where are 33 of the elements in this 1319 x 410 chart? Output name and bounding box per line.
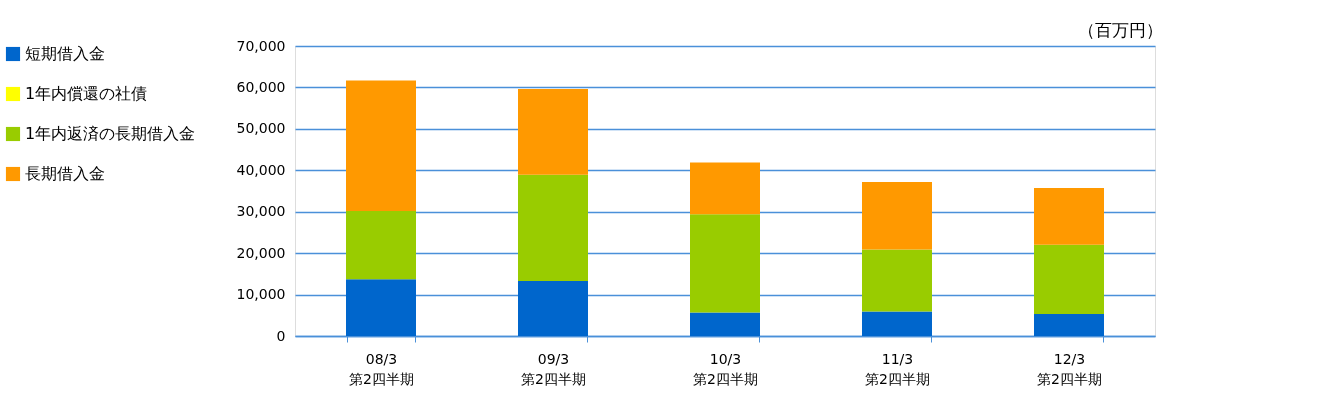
y-tick-label: 70,000 xyxy=(236,37,286,54)
bar xyxy=(862,249,932,312)
y-tick-label: 0 xyxy=(276,327,286,344)
x-tick-label: 09/3 第2四半期 xyxy=(521,350,586,387)
y-tick-label: 60,000 xyxy=(236,78,286,95)
bar xyxy=(518,89,588,175)
legend-label: 短期借入金 xyxy=(25,44,105,63)
bar xyxy=(690,312,760,336)
bar xyxy=(690,162,760,215)
bar xyxy=(518,280,588,336)
bar xyxy=(862,311,932,336)
bar xyxy=(346,210,416,280)
bar xyxy=(518,174,588,281)
y-tick-label: 50,000 xyxy=(236,120,286,137)
y-tick-label: 10,000 xyxy=(236,286,286,303)
x-tick-label: 10/3 第2四半期 xyxy=(693,350,758,387)
bar xyxy=(1034,314,1104,336)
bar xyxy=(862,181,932,250)
text: （百万円） xyxy=(1078,20,1163,40)
y-tick-label: 40,000 xyxy=(236,161,286,178)
bar xyxy=(346,279,416,336)
x-tick-label: 11/3 第2四半期 xyxy=(865,350,930,387)
y-tick-label: 30,000 xyxy=(236,203,286,220)
legend-label: 長期借入金 xyxy=(25,164,105,183)
legend-label: 1年内償還の社債 xyxy=(25,84,148,103)
legend-label: 1年内返済の長期借入金 xyxy=(25,124,196,143)
bar xyxy=(1034,244,1104,315)
x-tick-label: 12/3 第2四半期 xyxy=(1037,350,1102,387)
bar xyxy=(346,80,416,211)
y-tick-label: 20,000 xyxy=(236,244,286,261)
x-tick-label: 08/3 第2四半期 xyxy=(349,350,414,387)
bar xyxy=(690,214,760,313)
bar xyxy=(1034,188,1104,245)
